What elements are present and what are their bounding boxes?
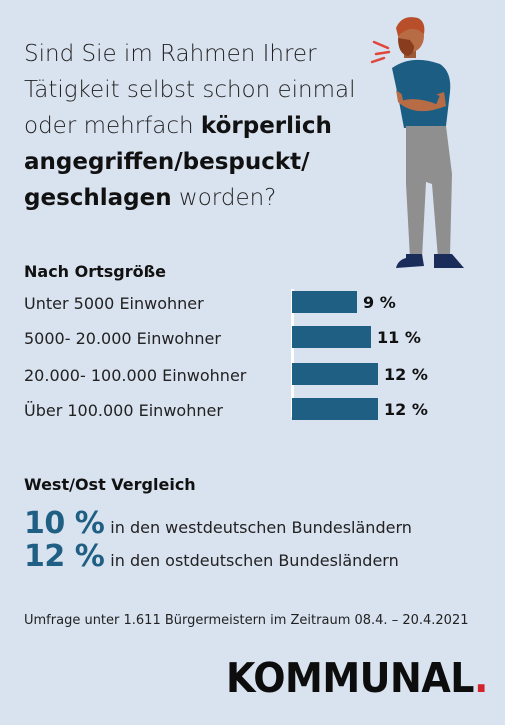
person-illustration [370, 17, 464, 268]
comparison-east: 12 % in den ostdeutschen Bundesländern [24, 539, 399, 574]
bar-value-1: 11 % [377, 328, 421, 347]
bar-value-3: 12 % [384, 400, 428, 419]
bar-label-0: Unter 5000 Einwohner [24, 294, 204, 313]
logo-text: KOMMUNAL [226, 654, 474, 702]
comparison-west-text: in den westdeutschen Bundesländern [110, 518, 412, 537]
footnote: Umfrage unter 1.611 Bürgermeistern im Ze… [24, 613, 469, 628]
question-text-part1: Sind Sie im Rahmen Ihrer Tätigkeit selbs… [24, 41, 356, 139]
bar-0 [292, 291, 357, 313]
comparison-east-pct: 12 % [24, 539, 105, 574]
exclamation-marks-icon [370, 40, 391, 64]
question-text-part2: worden? [171, 185, 277, 211]
bar-3 [292, 398, 378, 420]
logo-dot: . [473, 654, 488, 702]
bar-label-3: Über 100.000 Einwohner [24, 401, 223, 420]
comparison-west-pct: 10 % [24, 506, 105, 541]
section-title-ortsgroesse: Nach Ortsgröße [24, 262, 166, 281]
bar-2 [292, 363, 378, 385]
section-title-westost: West/Ost Vergleich [24, 475, 196, 494]
bar-label-2: 20.000- 100.000 Einwohner [24, 366, 247, 385]
question-text-bold: körperlich angegriffen/bespuckt/ geschla… [24, 113, 332, 211]
bar-value-0: 9 % [363, 293, 396, 312]
bar-label-1: 5000- 20.000 Einwohner [24, 329, 221, 348]
bar-value-2: 12 % [384, 365, 428, 384]
question-heading: Sind Sie im Rahmen Ihrer Tätigkeit selbs… [24, 36, 384, 216]
comparison-east-text: in den ostdeutschen Bundesländern [110, 551, 399, 570]
bar-axis [291, 289, 294, 417]
bar-1 [292, 326, 371, 348]
comparison-west: 10 % in den westdeutschen Bundesländern [24, 506, 412, 541]
kommunal-logo: KOMMUNAL. [226, 654, 488, 702]
